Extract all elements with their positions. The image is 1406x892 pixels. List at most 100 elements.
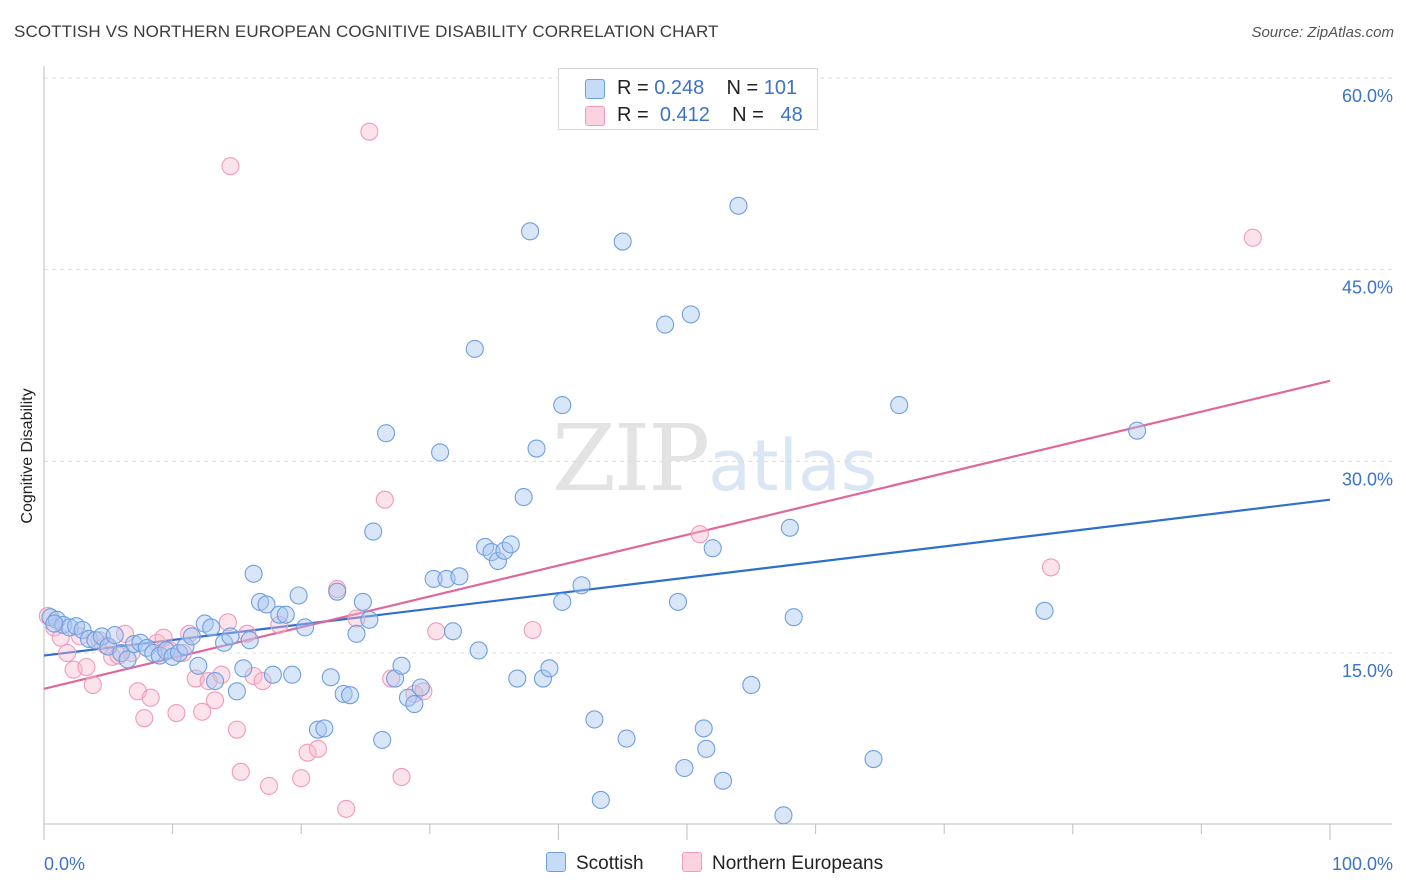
y-tick-label: 30.0% — [1342, 469, 1393, 489]
data-point — [405, 695, 424, 714]
data-point — [141, 688, 160, 707]
data-point — [73, 620, 92, 640]
data-point — [276, 605, 295, 624]
data-point — [533, 669, 553, 688]
data-point — [308, 720, 327, 739]
data-point — [382, 669, 401, 688]
data-point — [202, 618, 221, 637]
data-point — [1041, 558, 1060, 577]
data-point — [1035, 601, 1054, 620]
data-point — [585, 710, 604, 729]
data-point — [240, 631, 259, 650]
data-point — [231, 762, 250, 781]
data-point — [263, 665, 282, 684]
data-point — [270, 605, 289, 624]
data-point — [375, 490, 394, 509]
data-point — [675, 758, 694, 778]
bottom-legend-label: Northern Europeans — [712, 853, 884, 874]
data-point — [697, 739, 716, 758]
data-point — [373, 730, 392, 749]
data-point — [572, 576, 591, 595]
data-point — [347, 609, 366, 628]
x-tick-label: 0.0% — [44, 854, 85, 874]
data-point — [392, 656, 411, 675]
legend-r-value: 0.248 — [654, 77, 705, 99]
data-point — [553, 396, 572, 415]
data-point — [864, 750, 883, 769]
data-point — [334, 684, 353, 703]
data-point — [377, 424, 396, 443]
legend-r-label: R = — [617, 104, 655, 126]
data-point — [411, 678, 430, 697]
x-tick-label: 100.0% — [1332, 854, 1393, 874]
data-point — [135, 709, 154, 728]
data-point — [508, 669, 527, 688]
data-point — [668, 592, 688, 611]
legend-r-label: R = — [617, 77, 655, 99]
data-point — [427, 622, 446, 641]
data-point — [784, 608, 803, 627]
data-point — [259, 776, 279, 795]
trend-line — [43, 498, 1331, 657]
data-point — [315, 719, 334, 738]
data-point — [58, 643, 77, 663]
data-point — [182, 627, 201, 646]
data-point — [218, 613, 237, 632]
bottom-legend-swatch-northern-europeans — [682, 852, 702, 872]
data-point — [780, 518, 799, 537]
data-point — [221, 627, 240, 646]
data-point — [298, 743, 317, 762]
data-point — [495, 541, 514, 560]
watermark: ZIPatlas — [552, 405, 877, 512]
tick-labels: 15.0% 30.0% 45.0% 60.0% 0.0% 100.0% — [44, 86, 1393, 874]
gridlines — [44, 77, 1392, 654]
data-point — [253, 672, 272, 691]
data-point — [169, 643, 189, 663]
data-point — [118, 650, 137, 669]
data-point — [244, 666, 263, 686]
data-point — [189, 656, 208, 675]
data-point — [482, 543, 501, 562]
watermark-zip: ZIP — [552, 405, 710, 512]
data-point — [308, 739, 327, 758]
data-point — [244, 564, 263, 583]
data-point — [392, 767, 411, 786]
data-point — [193, 702, 212, 721]
data-point — [360, 610, 379, 629]
data-point — [656, 315, 675, 334]
legend-n-value: 48 — [780, 104, 803, 126]
data-point — [523, 620, 542, 640]
data-point — [105, 626, 124, 645]
chart-title: SCOTTISH VS NORTHERN EUROPEAN COGNITIVE … — [14, 22, 719, 41]
data-point — [364, 522, 383, 541]
data-point — [103, 647, 122, 666]
watermark-atlas: atlas — [708, 425, 878, 507]
data-point — [521, 222, 540, 241]
data-point — [353, 592, 372, 611]
stats-legend: R = 0.248 N = 101 R = 0.412 N = 48 — [558, 68, 818, 130]
data-point — [703, 539, 722, 558]
data-point — [176, 637, 195, 656]
data-point — [742, 675, 761, 694]
data-point — [341, 686, 360, 705]
data-point — [270, 615, 289, 634]
axes — [43, 66, 1392, 840]
bottom-legend-scottish: Scottish — [546, 852, 644, 875]
data-point — [221, 157, 240, 176]
data-point — [729, 196, 748, 215]
data-point — [398, 688, 417, 707]
data-point — [1243, 228, 1262, 247]
data-point — [77, 658, 96, 677]
data-point — [591, 790, 610, 809]
data-point — [443, 622, 462, 641]
data-point — [527, 439, 546, 458]
data-point — [167, 704, 186, 723]
bottom-legend-label: Scottish — [576, 853, 644, 874]
source-label: Source: ZipAtlas.com — [1251, 24, 1394, 41]
data-point — [321, 668, 340, 687]
data-point — [234, 659, 253, 678]
data-point — [289, 586, 308, 605]
data-point — [83, 675, 102, 694]
data-point — [205, 691, 225, 710]
